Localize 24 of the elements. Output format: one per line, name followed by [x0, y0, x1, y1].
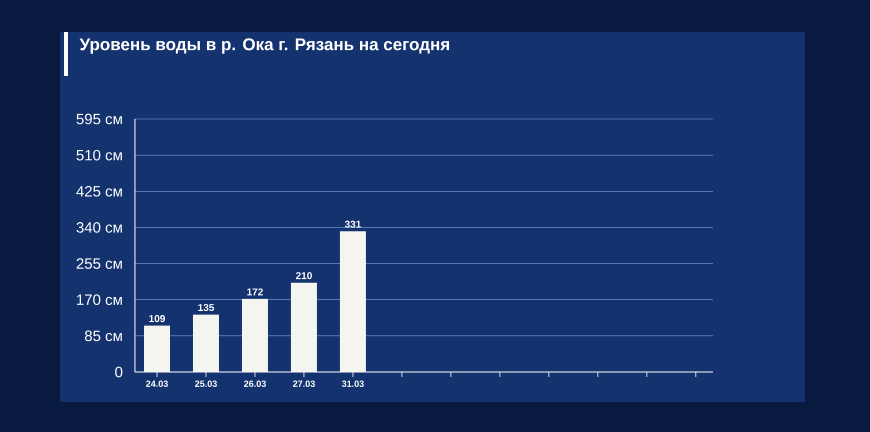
y-tick-label: 170 см [77, 294, 122, 306]
bar [340, 231, 366, 372]
x-tick-label: 27.03 [293, 380, 315, 387]
y-tick-label: 425 см [76, 186, 122, 197]
data-label: 109 [149, 315, 165, 322]
data-label: 331 [344, 220, 361, 228]
data-label: 135 [198, 304, 214, 312]
data-label: 172 [247, 288, 263, 296]
bar [242, 298, 268, 372]
data-label: 210 [296, 272, 312, 280]
chart-title: Уровень воды в р. Ока г. Рязань на сегодня [80, 38, 450, 54]
y-tick-label: 0 [115, 366, 122, 378]
x-tick-label: 31.03 [342, 380, 364, 387]
x-tick-label: 26.03 [244, 380, 266, 387]
bar [192, 314, 219, 372]
bar [290, 282, 317, 372]
y-tick-label: 85 см [84, 330, 122, 342]
y-tick-label: 255 см [76, 258, 122, 269]
x-tick-label: 25.03 [195, 380, 217, 387]
y-tick-label: 510 см [76, 150, 122, 160]
y-tick-label: 340 см [76, 222, 122, 233]
bar [144, 326, 170, 372]
y-tick-label: 595 см [76, 114, 122, 124]
x-tick-label: 24.03 [146, 380, 168, 387]
